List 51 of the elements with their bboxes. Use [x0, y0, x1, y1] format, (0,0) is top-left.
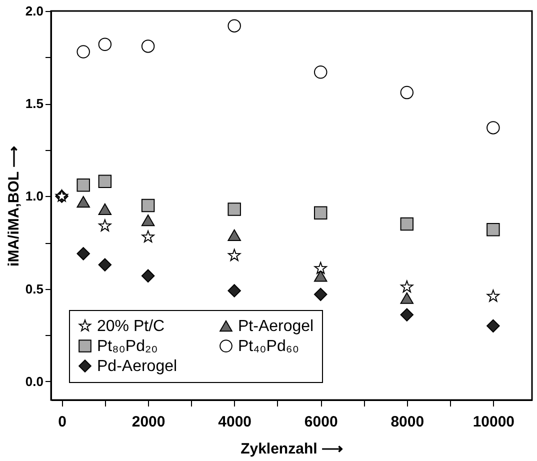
point [98, 219, 112, 232]
y-axis-title: iMA/iMA,BOL ⟶ [5, 146, 22, 266]
point [400, 280, 414, 292]
point [98, 174, 112, 188]
y-tick-label: 1.0 [25, 188, 44, 204]
point [314, 288, 328, 302]
legend-label: 20% Pt/C [97, 318, 165, 335]
point [400, 308, 414, 322]
point [98, 38, 112, 51]
legend-label: Pd-Aerogel [97, 358, 178, 375]
point [141, 214, 155, 226]
x-tick-label: 2000 [132, 414, 166, 430]
point [400, 217, 414, 231]
legend-label: Pt-Aerogel [238, 318, 314, 335]
y-tick-label: 0.0 [25, 374, 44, 389]
point [141, 198, 155, 212]
point [141, 40, 155, 53]
x-tick-label: 4000 [218, 414, 252, 430]
point [76, 247, 90, 260]
x-tick-label: 10000 [472, 414, 515, 430]
point [98, 258, 112, 272]
point [228, 229, 241, 241]
y-tick-label: 2.0 [25, 4, 44, 18]
y-tick-label: 1.5 [25, 96, 44, 112]
point [76, 196, 90, 208]
point [314, 262, 327, 274]
x-tick-label: 6000 [304, 414, 338, 430]
point [486, 222, 500, 236]
legend-label: Pt₄₀Pd₆₀ [238, 338, 299, 355]
point [141, 269, 155, 283]
x-axis-title: Zyklenzahl ⟶ [240, 440, 344, 458]
point [486, 290, 500, 302]
point [228, 19, 241, 32]
point [314, 270, 328, 282]
point [76, 178, 90, 192]
point [142, 230, 154, 242]
point [314, 66, 328, 79]
point [76, 45, 90, 58]
point [486, 319, 500, 333]
point [228, 248, 241, 261]
point [98, 203, 112, 216]
legend-label: Pt₈₀Pd₂₀ [97, 338, 158, 355]
y-tick-label: 0.5 [25, 281, 44, 296]
point [400, 292, 414, 304]
point [400, 86, 414, 100]
point [486, 121, 500, 134]
x-tick-label: 0 [58, 414, 66, 430]
point [228, 284, 241, 298]
point [228, 202, 241, 216]
point [314, 206, 328, 220]
x-tick-label: 8000 [390, 414, 424, 430]
